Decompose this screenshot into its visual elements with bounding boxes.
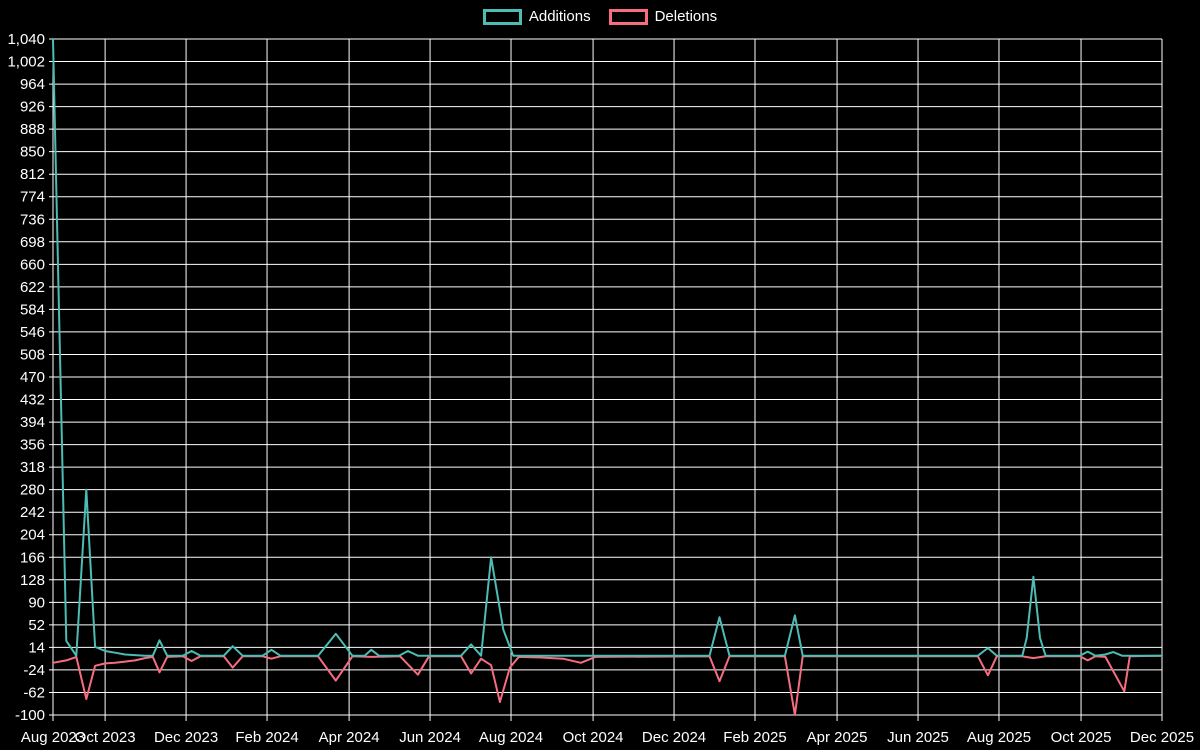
legend-item-additions: Additions [482, 8, 591, 25]
svg-text:Aug 2023: Aug 2023 [21, 729, 85, 746]
svg-text:888: 888 [20, 121, 45, 138]
svg-text:432: 432 [20, 392, 45, 409]
svg-text:280: 280 [20, 482, 45, 499]
svg-text:Dec 2025: Dec 2025 [1130, 729, 1194, 746]
svg-text:Apr 2024: Apr 2024 [319, 729, 380, 746]
svg-text:Dec 2024: Dec 2024 [642, 729, 706, 746]
svg-text:128: 128 [20, 572, 45, 589]
legend-label-additions: Additions [528, 8, 591, 25]
svg-text:850: 850 [20, 144, 45, 161]
legend-item-deletions: Deletions [608, 8, 718, 25]
svg-text:Jun 2024: Jun 2024 [399, 729, 461, 746]
svg-text:204: 204 [20, 527, 45, 544]
svg-text:Dec 2023: Dec 2023 [154, 729, 218, 746]
svg-text:Oct 2025: Oct 2025 [1051, 729, 1112, 746]
svg-text:394: 394 [20, 414, 45, 431]
svg-text:508: 508 [20, 346, 45, 363]
deletions-swatch-icon [608, 8, 648, 25]
svg-text:470: 470 [20, 369, 45, 386]
svg-text:1,002: 1,002 [7, 54, 45, 71]
svg-text:546: 546 [20, 324, 45, 341]
svg-text:926: 926 [20, 99, 45, 116]
svg-text:-62: -62 [23, 684, 45, 701]
svg-text:Apr 2025: Apr 2025 [807, 729, 868, 746]
svg-text:-24: -24 [23, 662, 45, 679]
svg-text:52: 52 [28, 617, 45, 634]
additions-swatch-icon [482, 8, 522, 25]
svg-text:964: 964 [20, 76, 45, 93]
svg-text:1,040: 1,040 [7, 31, 45, 48]
svg-text:318: 318 [20, 459, 45, 476]
svg-text:14: 14 [28, 639, 45, 656]
svg-text:660: 660 [20, 256, 45, 273]
svg-text:774: 774 [20, 189, 45, 206]
svg-text:Feb 2025: Feb 2025 [723, 729, 786, 746]
svg-text:-100: -100 [15, 707, 45, 724]
svg-text:242: 242 [20, 504, 45, 521]
legend-label-deletions: Deletions [654, 8, 718, 25]
svg-text:Aug 2025: Aug 2025 [967, 729, 1031, 746]
chart-legend: Additions Deletions [0, 8, 1200, 25]
svg-text:698: 698 [20, 234, 45, 251]
svg-text:Aug 2024: Aug 2024 [479, 729, 543, 746]
svg-text:90: 90 [28, 594, 45, 611]
svg-text:736: 736 [20, 211, 45, 228]
svg-text:Feb 2024: Feb 2024 [235, 729, 298, 746]
svg-text:Jun 2025: Jun 2025 [887, 729, 949, 746]
svg-text:Oct 2024: Oct 2024 [563, 729, 624, 746]
svg-text:584: 584 [20, 301, 45, 318]
svg-text:356: 356 [20, 437, 45, 454]
svg-text:812: 812 [20, 166, 45, 183]
svg-text:166: 166 [20, 549, 45, 566]
svg-text:622: 622 [20, 279, 45, 296]
svg-text:Oct 2023: Oct 2023 [75, 729, 136, 746]
